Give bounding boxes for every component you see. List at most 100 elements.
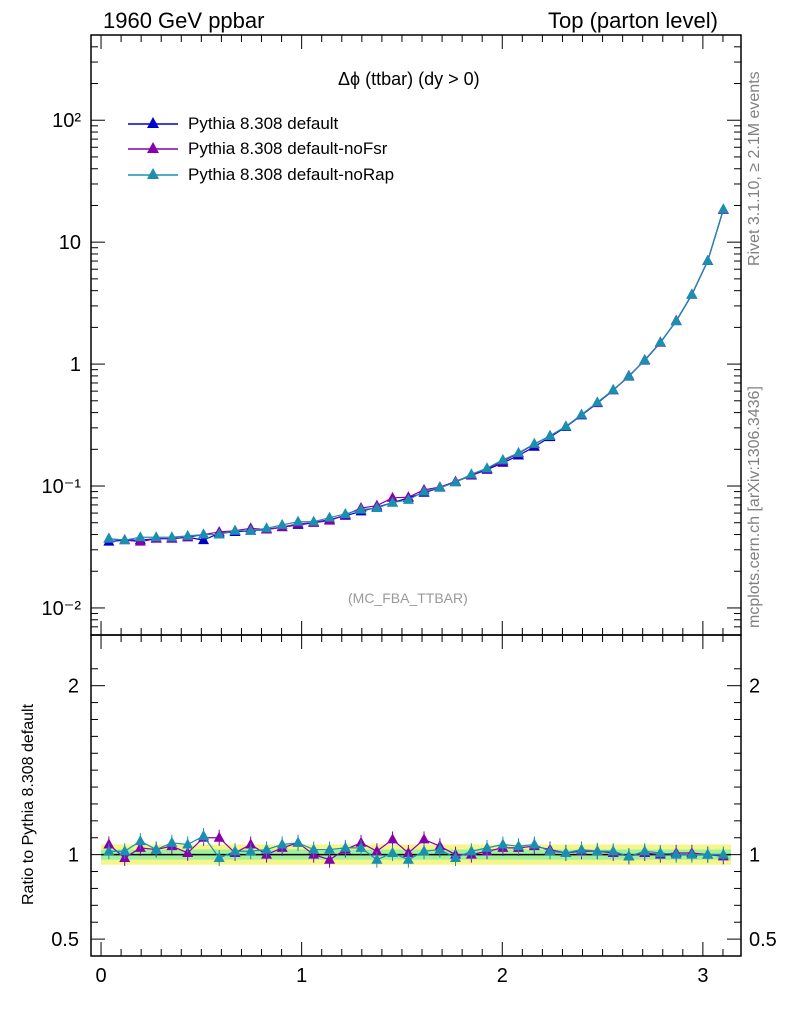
data-point bbox=[513, 446, 525, 457]
data-point bbox=[607, 383, 619, 394]
data-point bbox=[308, 515, 320, 526]
data-point bbox=[639, 354, 651, 365]
ratio-data-point bbox=[371, 853, 383, 864]
data-point bbox=[670, 315, 682, 326]
data-point bbox=[387, 496, 399, 507]
ratio-data-point bbox=[229, 845, 241, 856]
y-tick-label: 10² bbox=[52, 110, 81, 132]
data-point bbox=[103, 532, 115, 543]
data-point bbox=[198, 534, 210, 545]
ratio-data-point bbox=[544, 845, 556, 856]
data-point bbox=[528, 437, 540, 448]
ratio-data-point bbox=[450, 852, 462, 863]
header-left: 1960 GeV ppbar bbox=[103, 8, 265, 33]
ratio-data-point bbox=[261, 843, 273, 854]
ratio-data-point bbox=[717, 848, 729, 859]
ratio-data-point bbox=[591, 845, 603, 856]
data-point bbox=[465, 468, 477, 479]
x-tick-label: 2 bbox=[497, 965, 508, 987]
ratio-y-tick-label: 0.5 bbox=[51, 929, 79, 951]
ratio-data-point bbox=[639, 845, 651, 856]
data-point bbox=[717, 203, 729, 214]
legend-item: Pythia 8.308 default-noFsr bbox=[128, 138, 387, 160]
ratio-data-point bbox=[324, 843, 336, 854]
plot-title: Δϕ (ttbar) (dy > 0) bbox=[338, 69, 480, 89]
data-point bbox=[576, 408, 588, 419]
y-tick-label: 10 bbox=[59, 232, 81, 254]
data-point bbox=[544, 430, 556, 441]
ratio-ylabel: Ratio to Pythia 8.308 default bbox=[20, 703, 37, 905]
x-tick-label: 3 bbox=[697, 965, 708, 987]
ratio-data-point bbox=[182, 838, 194, 849]
ratio-data-point bbox=[418, 833, 430, 844]
ratio-data-point bbox=[198, 830, 210, 841]
y-tick-label: 1 bbox=[70, 354, 81, 376]
data-point bbox=[134, 531, 146, 542]
ratio-data-point bbox=[213, 831, 225, 842]
data-point bbox=[198, 528, 210, 539]
ratio-data-point bbox=[702, 848, 714, 859]
data-point bbox=[560, 420, 572, 431]
ratio-data-point bbox=[119, 845, 131, 856]
legend-label: Pythia 8.308 default-noFsr bbox=[188, 139, 388, 158]
ratio-y-tick-label-right: 0.5 bbox=[749, 929, 777, 951]
ratio-data-point bbox=[670, 848, 682, 859]
legend-marker bbox=[128, 117, 178, 128]
data-point bbox=[182, 529, 194, 540]
ratio-data-point bbox=[276, 838, 288, 849]
data-point bbox=[591, 396, 603, 407]
ratio-data-point bbox=[607, 845, 619, 856]
ratio-data-point bbox=[292, 836, 304, 847]
ratio-data-point bbox=[213, 852, 225, 863]
ratio-data-point bbox=[481, 841, 493, 852]
data-point bbox=[434, 481, 446, 492]
source-label: mcplots.cern.ch [arXiv:1306.3436] bbox=[746, 386, 763, 628]
data-point bbox=[481, 462, 493, 473]
ratio-data-point bbox=[387, 833, 399, 844]
data-point bbox=[276, 518, 288, 529]
data-point bbox=[654, 336, 666, 347]
ratio-data-point bbox=[339, 841, 351, 852]
data-point bbox=[371, 502, 383, 513]
ratio-data-point bbox=[576, 843, 588, 854]
ratio-plot-frame bbox=[90, 634, 742, 957]
data-point bbox=[166, 531, 178, 542]
legend-item: Pythia 8.308 default-noRap bbox=[128, 164, 394, 186]
analysis-label: (MC_FBA_TTBAR) bbox=[348, 590, 468, 606]
ratio-data-point bbox=[623, 850, 635, 861]
ratio-data-point bbox=[324, 853, 336, 864]
ratio-data-point bbox=[465, 845, 477, 856]
ratio-data-point bbox=[513, 840, 525, 851]
data-point bbox=[702, 254, 714, 265]
ratio-data-point bbox=[654, 846, 666, 857]
ratio-data-point bbox=[103, 845, 115, 856]
data-point bbox=[686, 288, 698, 299]
ratio-data-point bbox=[371, 845, 383, 856]
data-point bbox=[339, 507, 351, 518]
data-point bbox=[229, 524, 241, 535]
data-point bbox=[213, 528, 225, 539]
ratio-data-point bbox=[308, 843, 320, 854]
data-point bbox=[324, 511, 336, 522]
ratio-y-tick-label-right: 2 bbox=[749, 676, 760, 698]
ratio-data-point bbox=[497, 838, 509, 849]
data-point bbox=[402, 493, 414, 504]
data-point bbox=[497, 453, 509, 464]
ratio-data-point bbox=[402, 853, 414, 864]
ratio-data-point bbox=[150, 843, 162, 854]
data-point bbox=[150, 531, 162, 542]
ratio-data-point bbox=[418, 845, 430, 856]
ratio-data-point bbox=[134, 835, 146, 846]
legend-item: Pythia 8.308 default bbox=[128, 113, 338, 135]
data-point bbox=[245, 524, 257, 535]
ratio-data-point bbox=[686, 848, 698, 859]
legend-marker bbox=[128, 142, 178, 153]
ratio-data-point bbox=[166, 836, 178, 847]
ratio-series-line-1 bbox=[108, 835, 724, 861]
legend-marker bbox=[128, 168, 178, 179]
rivet-label: Rivet 3.1.10, ≥ 2.1M events bbox=[746, 71, 763, 266]
ratio-data-point bbox=[355, 841, 367, 852]
x-tick-label: 1 bbox=[296, 965, 307, 987]
x-tick-label: 0 bbox=[95, 965, 106, 987]
